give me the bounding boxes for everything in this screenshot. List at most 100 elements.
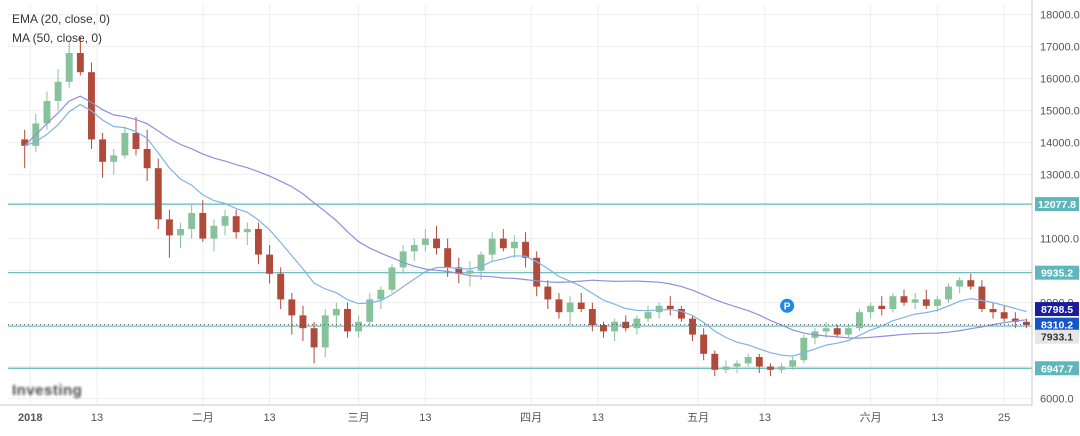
candle-body — [21, 139, 29, 146]
candle-body — [499, 238, 507, 249]
candle-body — [188, 213, 196, 229]
candle-body — [65, 53, 73, 82]
candle-body — [555, 299, 563, 313]
candle-body — [421, 238, 429, 245]
legend-ma[interactable]: MA (50, close, 0) — [12, 31, 103, 45]
axes — [0, 0, 1033, 406]
candle-body — [466, 270, 474, 274]
candle-body — [666, 305, 674, 309]
candle-body — [266, 254, 274, 274]
x-tick-label: 13 — [759, 412, 771, 424]
candle-body — [143, 149, 151, 169]
legend-ema[interactable]: EMA (20, close, 0) — [12, 12, 111, 26]
candle-body — [577, 302, 585, 309]
candle-body — [355, 321, 363, 332]
candle-body — [210, 225, 218, 239]
y-tick-label: 18000.0 — [1040, 10, 1080, 22]
p-marker-icon — [780, 298, 795, 313]
candle-body — [700, 334, 708, 354]
y-tick-label: 13000.0 — [1040, 170, 1080, 182]
candle-body — [889, 296, 897, 309]
candle-body — [1011, 318, 1019, 322]
x-tick-label: 13 — [263, 412, 275, 424]
candle-body — [310, 328, 318, 348]
candle-body — [76, 53, 84, 73]
candle-body — [388, 267, 396, 290]
price-badge — [1035, 302, 1079, 317]
candle-body — [488, 238, 496, 255]
candle-body — [822, 328, 830, 332]
x-tick-label: 13 — [419, 412, 431, 424]
candle-body — [99, 139, 107, 162]
candle-body — [321, 315, 329, 348]
candle-body — [366, 299, 374, 322]
candle-body — [945, 286, 952, 300]
x-tick-label: 2018 — [18, 412, 42, 424]
y-tick-label: 16000.0 — [1040, 74, 1080, 86]
ma-line — [24, 95, 1027, 339]
candle-body — [800, 337, 808, 361]
candle-body — [566, 302, 574, 313]
y-tick-label: 6000.0 — [1040, 394, 1074, 406]
y-tick-label: 17000.0 — [1040, 42, 1080, 54]
x-tick-label: 13 — [931, 412, 943, 424]
x-tick-label: 三月 — [348, 412, 370, 424]
candle-body — [644, 312, 652, 319]
candle-body — [522, 241, 530, 258]
candle-body — [833, 328, 841, 335]
candle-body — [677, 309, 685, 319]
candle-body — [232, 216, 240, 233]
candle-body — [967, 280, 975, 287]
candle-body — [878, 305, 886, 309]
candle-body — [711, 353, 719, 370]
indicator-lines — [24, 95, 1027, 357]
p-marker-label: P — [784, 301, 791, 312]
candle-body — [243, 229, 251, 233]
y-tick-label: 15000.0 — [1040, 106, 1080, 118]
candle-body — [177, 229, 184, 236]
point-marker: P — [780, 298, 795, 313]
candle-body — [544, 286, 552, 300]
price-badge-label: 9935.2 — [1041, 268, 1073, 280]
y-tick-label: 14000.0 — [1040, 138, 1080, 150]
candle-body — [722, 366, 730, 370]
candle-body — [277, 273, 285, 300]
price-badge-label: 12077.8 — [1038, 199, 1076, 211]
candle-body — [288, 299, 296, 316]
candle-body — [733, 363, 741, 367]
candle-body — [611, 321, 619, 332]
x-axis-ticks: 2018 13 二月 13 三月 13 四月 13 五月 13 六月 13 25 — [18, 411, 1010, 424]
candle-body — [344, 309, 351, 332]
x-tick-label: 四月 — [520, 412, 542, 424]
candle-body — [399, 251, 407, 268]
ema-line — [24, 103, 1027, 357]
x-tick-label: 13 — [592, 412, 604, 424]
candles-layer — [21, 37, 1030, 377]
x-tick-label: 六月 — [860, 411, 882, 424]
price-badge-label: 6947.7 — [1041, 363, 1073, 375]
candle-body — [510, 241, 518, 249]
candle-body — [54, 81, 62, 101]
candle-body — [1000, 312, 1008, 319]
x-tick-label: 五月 — [687, 412, 709, 424]
candle-body — [956, 280, 964, 287]
indicator-legend: EMA (20, close, 0) MA (50, close, 0) — [12, 10, 110, 48]
price-badge-label: 7933.1 — [1041, 332, 1073, 344]
candle-body — [110, 155, 118, 162]
watermark-logo: Investing — [12, 382, 83, 399]
candle-body — [900, 296, 908, 303]
x-tick-label: 二月 — [192, 412, 214, 424]
candle-body — [622, 321, 630, 329]
candle-body — [933, 299, 941, 306]
candle-body — [911, 299, 919, 303]
candle-body — [600, 325, 607, 332]
candle-body — [433, 238, 440, 249]
x-tick-label: 13 — [91, 412, 103, 424]
candle-body — [299, 315, 307, 329]
price-badge — [1035, 197, 1079, 212]
price-badge — [1035, 317, 1079, 332]
price-badge — [1035, 361, 1079, 376]
